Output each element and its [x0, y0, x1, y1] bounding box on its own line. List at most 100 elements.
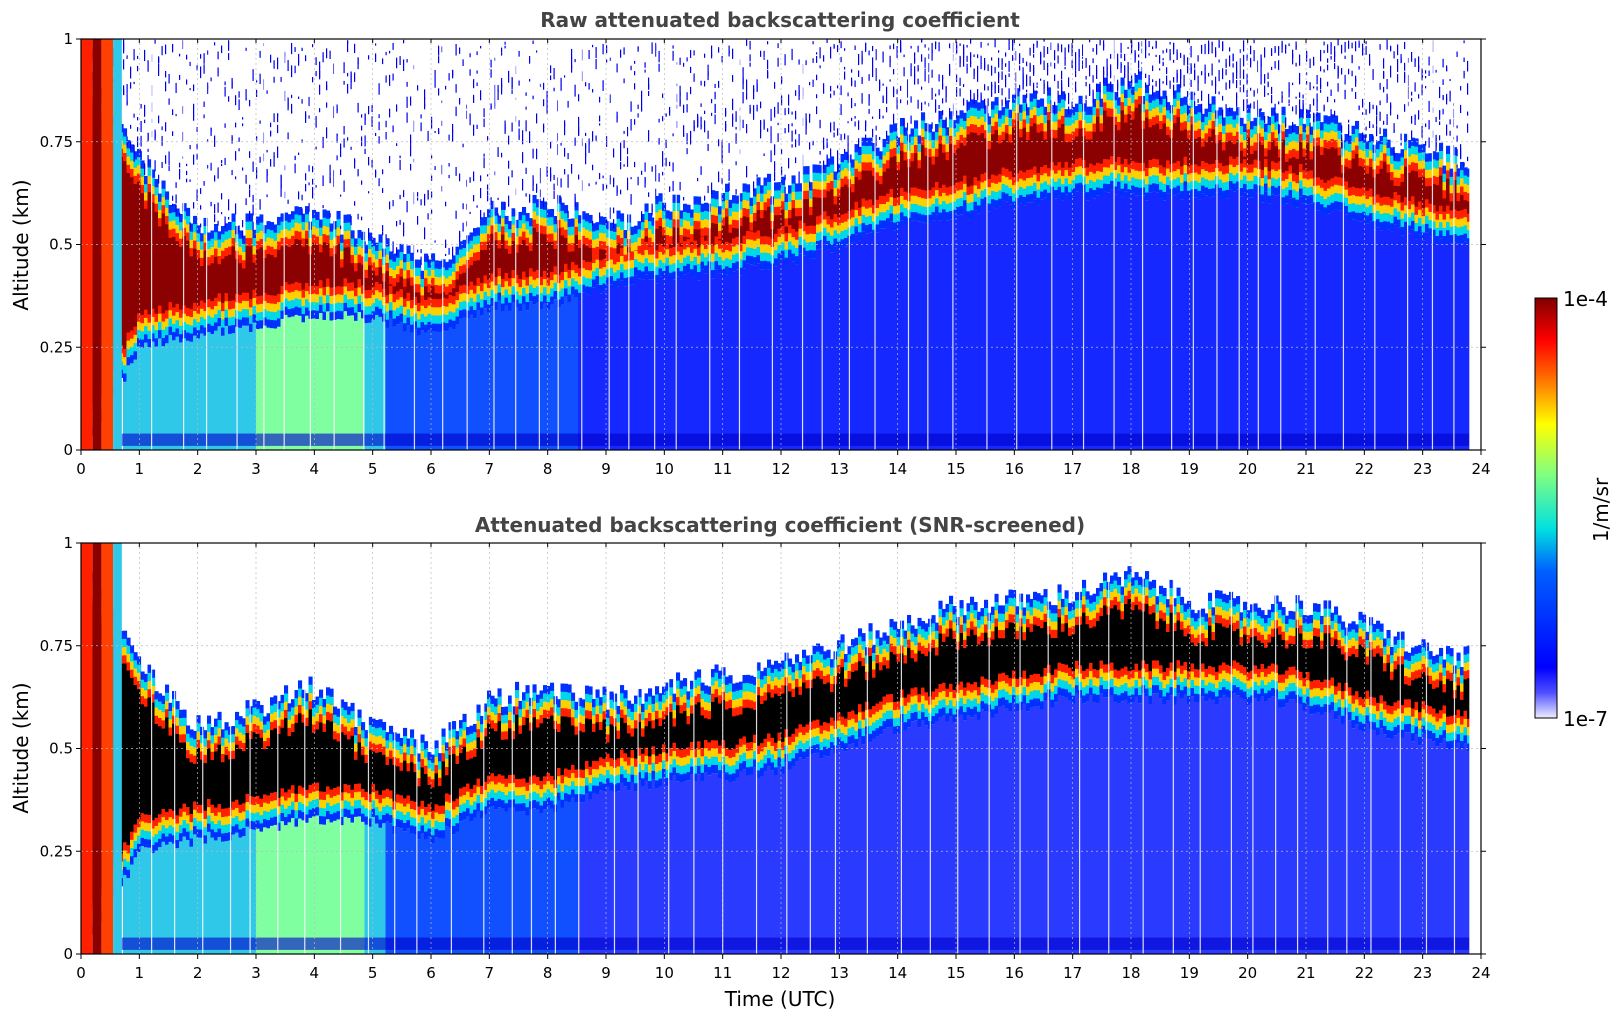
noise-speck	[924, 57, 926, 68]
noise-speck	[235, 203, 237, 215]
field-column	[350, 822, 355, 954]
noise-speck	[375, 132, 377, 136]
field-column	[536, 302, 541, 450]
layer-core	[1120, 110, 1125, 165]
noise-speck	[1264, 116, 1266, 124]
noise-speck	[1204, 43, 1206, 55]
noise-speck	[452, 130, 454, 142]
field-column	[518, 311, 523, 450]
field-column	[777, 261, 782, 450]
noise-speck	[564, 169, 566, 175]
noise-speck	[928, 53, 930, 60]
noise-speck	[480, 209, 482, 220]
noise-speck	[714, 91, 716, 100]
noise-speck	[438, 128, 440, 135]
field-column	[441, 330, 446, 450]
noise-speck	[1232, 72, 1234, 84]
noise-speck	[1022, 73, 1024, 84]
noise-speck	[931, 69, 933, 78]
layer-core	[690, 242, 695, 245]
noise-speck	[882, 115, 884, 119]
field-column	[756, 263, 761, 450]
noise-speck	[1057, 90, 1059, 101]
layer-core	[781, 209, 786, 227]
noise-speck	[966, 63, 968, 70]
noise-speck	[186, 178, 188, 183]
noise-speck	[879, 108, 881, 118]
noise-speck	[1078, 60, 1080, 72]
gap-stripe	[1453, 39, 1455, 450]
field-column	[322, 319, 327, 450]
x-tick-label: 0	[76, 460, 86, 478]
noise-speck	[1379, 100, 1381, 106]
noise-speck	[637, 113, 639, 118]
x-tick-label: 11	[713, 460, 732, 478]
noise-speck	[130, 124, 132, 129]
noise-speck	[1274, 103, 1276, 111]
noise-speck	[200, 205, 202, 210]
field-column	[189, 846, 194, 954]
noise-speck	[424, 89, 426, 100]
field-column	[970, 218, 975, 450]
noise-speck	[1169, 49, 1171, 55]
layer-core	[704, 235, 709, 241]
layer-core	[963, 145, 968, 176]
noise-speck	[606, 184, 608, 189]
noise-speck	[1302, 110, 1304, 119]
noise-speck	[1390, 46, 1392, 52]
noise-speck	[340, 194, 342, 197]
x-ticks-1: 0 1 2 3 4 5 6 7 8 9 10 11 12 13 14 15 16 17 18 19 20 21 22 23 24	[76, 39, 1491, 478]
noise-speck	[928, 47, 930, 51]
noise-speck	[133, 81, 135, 85]
layer-core	[732, 228, 737, 239]
noise-speck	[473, 171, 475, 182]
noise-speck	[137, 117, 139, 121]
noise-speck	[910, 115, 912, 124]
field-column	[1050, 194, 1055, 450]
layer-core	[837, 196, 842, 218]
layer-core	[126, 173, 131, 333]
noise-speck	[774, 171, 776, 181]
noise-speck	[683, 125, 685, 137]
noise-speck	[1075, 60, 1077, 71]
layer-core	[256, 733, 261, 796]
noise-speck	[497, 213, 499, 218]
noise-speck	[858, 53, 860, 66]
noise-speck	[1295, 105, 1297, 115]
noise-speck	[648, 91, 650, 97]
noise-speck	[910, 69, 912, 77]
noise-speck	[791, 111, 793, 115]
noise-speck	[567, 153, 569, 160]
layer-core	[196, 258, 201, 306]
noise-speck	[298, 53, 300, 66]
noise-speck	[1159, 88, 1161, 101]
x-tick-label: 9	[601, 460, 611, 478]
noise-speck	[455, 210, 457, 219]
noise-speck	[1351, 88, 1353, 92]
noise-speck	[448, 73, 450, 81]
noise-speck	[462, 204, 464, 210]
noise-speck	[1040, 78, 1042, 81]
layer-core	[133, 685, 138, 825]
gap-stripe	[493, 39, 495, 450]
noise-speck	[686, 92, 688, 101]
noise-speck	[847, 142, 849, 153]
noise-speck	[305, 173, 307, 181]
layer-core	[1264, 156, 1269, 159]
gap-stripe	[1082, 39, 1085, 450]
noise-speck	[1190, 45, 1192, 58]
noise-speck	[875, 76, 877, 82]
noise-speck	[1288, 43, 1290, 47]
noise-speck	[200, 188, 202, 194]
field-column	[1015, 206, 1020, 450]
noise-speck	[1460, 86, 1462, 91]
noise-speck	[1047, 62, 1049, 68]
noise-speck	[354, 201, 356, 206]
layer-core	[697, 229, 702, 248]
field-column	[396, 324, 401, 450]
layer-core	[518, 244, 523, 279]
field-column	[826, 249, 831, 450]
field-column	[1022, 205, 1027, 450]
noise-speck	[238, 137, 240, 142]
y-tick-label: 1	[63, 30, 73, 48]
